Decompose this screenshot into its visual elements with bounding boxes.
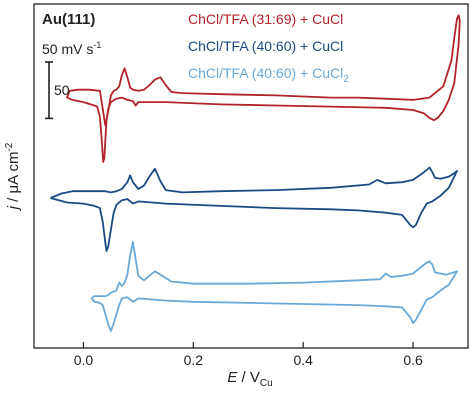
- plot-frame: [33, 3, 469, 349]
- x-tick-label: 0.0: [74, 352, 94, 368]
- scale-bar-label: 50: [54, 82, 70, 98]
- legend-entry-1: ChCl/TFA (31:69) + CuCl: [188, 11, 343, 27]
- scale-bar: 50: [45, 61, 70, 120]
- series-line-1: [66, 14, 461, 163]
- x-tick-label: 0.2: [184, 352, 204, 368]
- legend-entry-2: ChCl/TFA (40:60) + CuCl: [188, 38, 343, 54]
- x-tick-label: 0.6: [403, 352, 423, 368]
- x-axis-label: E / VCu: [227, 369, 272, 389]
- sample-label: Au(111): [42, 11, 95, 28]
- y-axis-label: j / μA cm-2: [4, 142, 22, 211]
- series-layer: [50, 14, 461, 332]
- x-tick-label: 0.4: [293, 352, 313, 368]
- series-line-3: [90, 241, 458, 332]
- series-line-2: [50, 166, 458, 252]
- legend-entry-3: ChCl/TFA (40:60) + CuCl2: [188, 65, 349, 85]
- x-axis-ticks: 0.0 0.2 0.4 0.6: [74, 342, 423, 368]
- legend: ChCl/TFA (31:69) + CuCl ChCl/TFA (40:60)…: [188, 11, 349, 85]
- scan-rate-label: 50 mV s-1: [42, 40, 101, 57]
